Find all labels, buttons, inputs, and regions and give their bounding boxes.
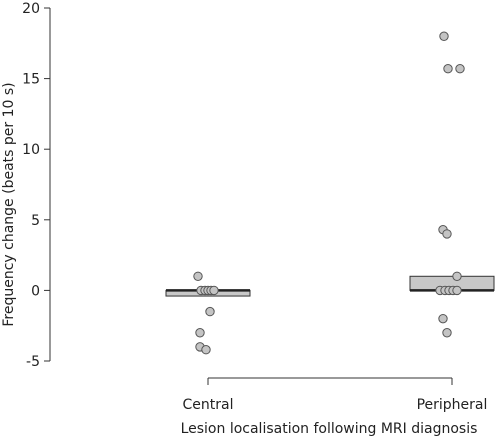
data-point <box>209 285 219 296</box>
data-point <box>455 64 465 74</box>
x-axis: Central Peripheral <box>183 377 488 413</box>
y-tick-label: -5 <box>26 354 40 370</box>
data-point <box>442 229 452 239</box>
data-point <box>442 328 452 338</box>
data-point <box>201 345 211 355</box>
data-point <box>439 31 449 41</box>
y-axis: -5 0 5 10 15 20 <box>22 1 51 370</box>
y-tick-label: 15 <box>22 72 40 88</box>
data-point <box>438 313 448 324</box>
data-point <box>452 285 462 296</box>
y-axis-title: Frequency change (beats per 10 s) <box>1 82 17 326</box>
y-tick-label: 5 <box>31 213 40 229</box>
data-point <box>193 271 203 281</box>
y-tick-label: 10 <box>22 142 40 158</box>
points-layer <box>193 31 465 355</box>
data-point <box>452 271 462 281</box>
x-tick-label: Peripheral <box>417 397 488 413</box>
y-tick-label: 0 <box>31 283 40 299</box>
data-point <box>195 328 205 338</box>
data-point <box>443 64 453 74</box>
y-tick-label: 20 <box>22 1 40 17</box>
data-point <box>205 306 215 317</box>
x-tick-label: Central <box>183 397 234 413</box>
x-axis-title: Lesion localisation following MRI diagno… <box>181 421 478 437</box>
